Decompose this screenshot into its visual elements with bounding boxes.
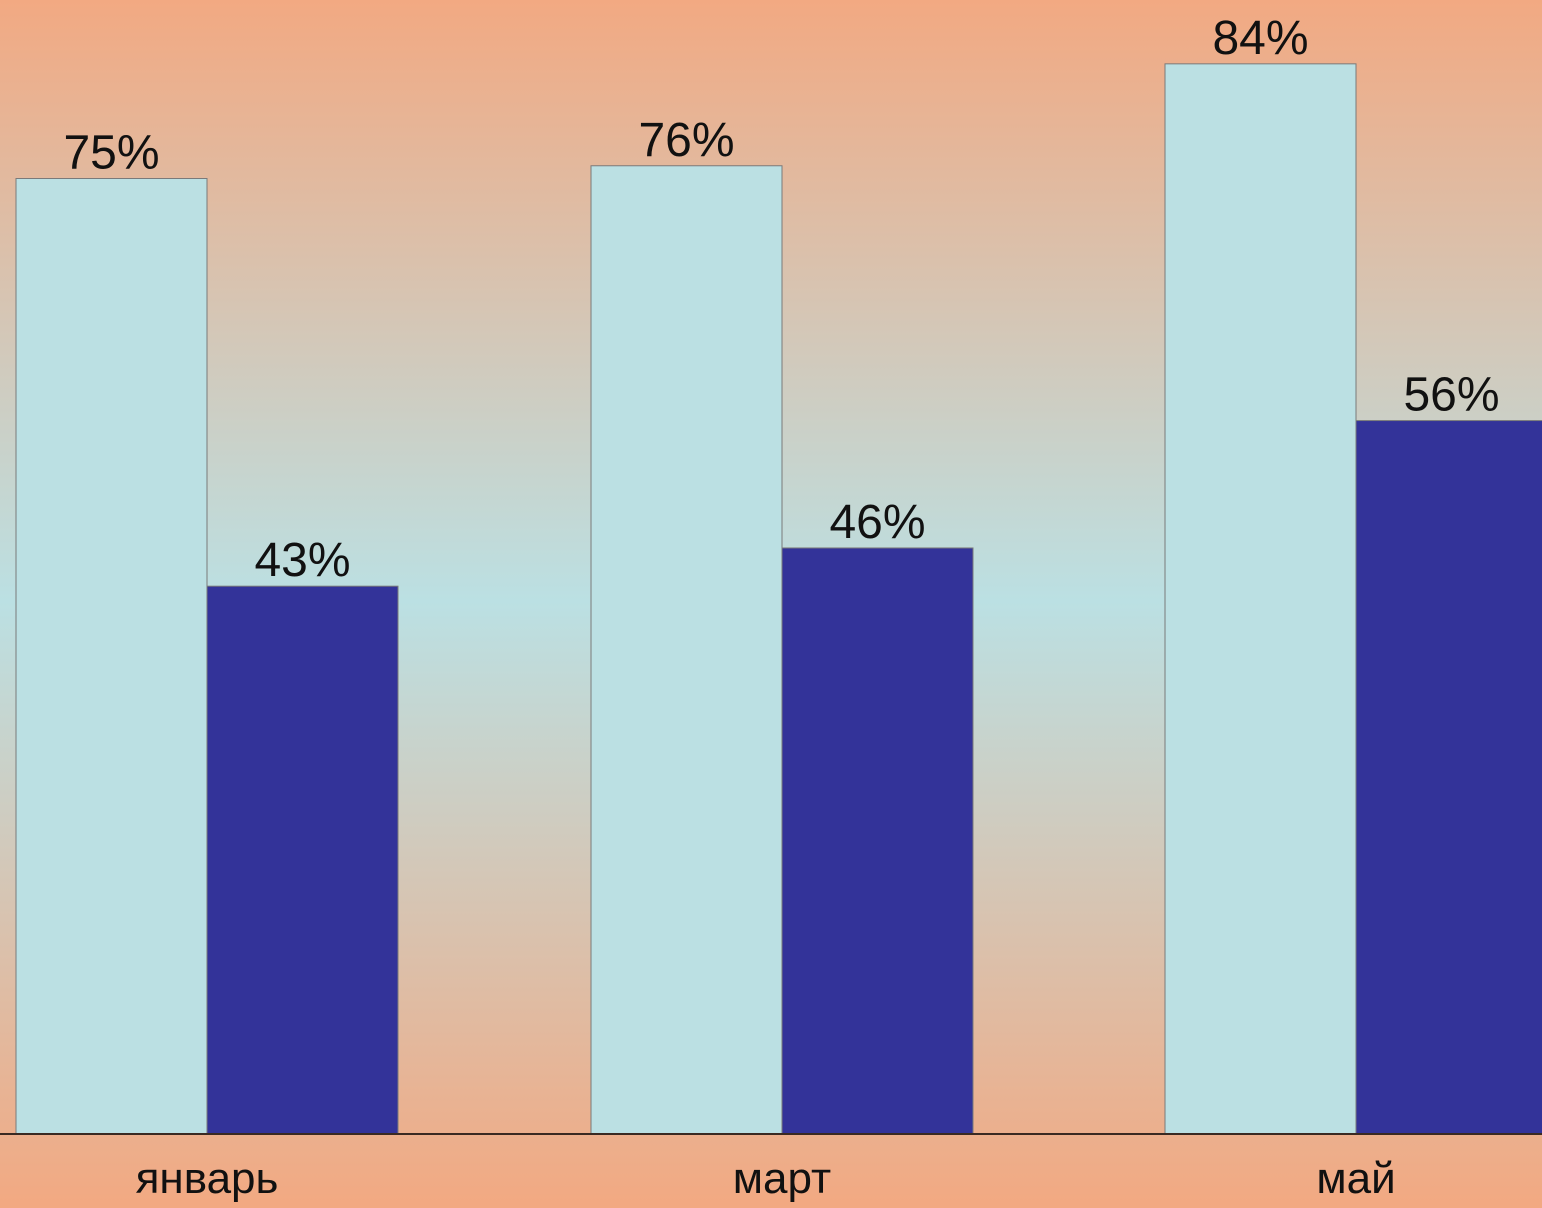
- bar-январь-series-2: [207, 586, 398, 1134]
- data-label-март-series-1: 76%: [638, 114, 734, 167]
- x-tick-label-январь: январь: [136, 1154, 279, 1203]
- data-label-май-series-1: 84%: [1212, 12, 1308, 65]
- data-label-март-series-2: 46%: [829, 496, 925, 549]
- bar-март-series-2: [782, 548, 973, 1134]
- x-tick-label-март: март: [733, 1154, 831, 1203]
- x-tick-label-май: май: [1316, 1154, 1395, 1203]
- bar-январь-series-1: [16, 179, 207, 1135]
- bar-май-series-2: [1356, 421, 1542, 1134]
- data-label-январь-series-1: 75%: [63, 127, 159, 180]
- data-label-май-series-2: 56%: [1403, 369, 1499, 422]
- bar-май-series-1: [1165, 64, 1356, 1134]
- data-label-январь-series-2: 43%: [254, 534, 350, 587]
- bar-март-series-1: [591, 166, 782, 1134]
